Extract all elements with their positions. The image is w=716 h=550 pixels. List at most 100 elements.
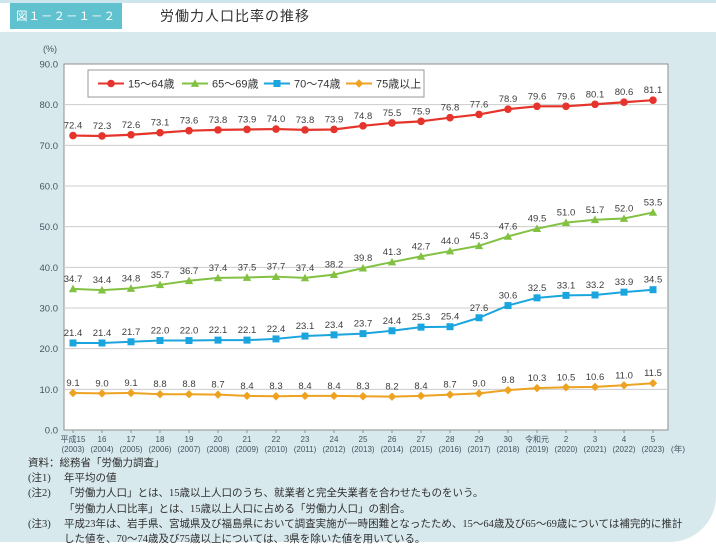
data-point-marker [648, 208, 658, 216]
data-point-label: 8.8 [182, 379, 195, 390]
data-point-marker [416, 252, 426, 260]
figure-number-badge: 図１－２－１－２ [10, 3, 122, 29]
y-axis-tick-label: 0.0 [45, 426, 58, 437]
data-point-label: 42.7 [412, 241, 431, 252]
data-point-marker [387, 257, 397, 266]
legend-item-label: 65～69歳 [212, 78, 258, 91]
x-axis-era-label: 26 [388, 435, 397, 444]
data-point-marker [533, 294, 541, 302]
note-label: (注2) [28, 488, 51, 500]
data-point-marker [474, 241, 484, 250]
x-axis-era-label: 20 [214, 435, 223, 444]
x-axis-era-label: 22 [272, 435, 281, 444]
data-point-marker [301, 332, 309, 340]
data-point-marker [126, 388, 136, 398]
y-axis-tick-label: 70.0 [40, 141, 59, 152]
data-point-label: 9.1 [124, 378, 137, 389]
data-point-marker [184, 390, 194, 399]
y-axis-tick-label: 50.0 [40, 222, 59, 233]
data-point-label: 34.5 [644, 275, 663, 286]
data-point-label: 10.5 [557, 372, 576, 383]
y-axis-unit-label: (%) [43, 44, 57, 54]
x-axis-year-label: (2022) [612, 445, 635, 454]
y-axis-tick-label: 60.0 [40, 182, 59, 193]
legend-item-label: 70～74歳 [294, 78, 340, 91]
x-axis-year-label: (2019) [525, 445, 548, 454]
line-chart: 0.0 10.0 20.0 30.0 40.0 50.0 60.0 70.0 80.0 90.0 (… [40, 44, 686, 454]
x-axis-era-label: 16 [98, 435, 107, 444]
data-point-marker [358, 392, 368, 401]
data-point-marker [214, 126, 222, 134]
data-point-label: 44.0 [441, 236, 460, 247]
data-point-marker [126, 284, 136, 292]
data-point-marker [417, 323, 425, 331]
y-axis-tick-label: 20.0 [40, 344, 59, 355]
data-point-marker [561, 218, 571, 226]
data-point-marker [590, 382, 600, 392]
data-point-label: 81.1 [644, 85, 663, 96]
x-axis-era-label: 5 [651, 435, 656, 444]
data-point-label: 33.9 [615, 277, 634, 288]
note-label: (注3) [28, 518, 51, 530]
chart-panel: 0.0 10.0 20.0 30.0 40.0 50.0 60.0 70.0 80.0 90.0 (… [0, 32, 716, 545]
data-point-label: 51.0 [557, 208, 576, 219]
data-point-marker [300, 273, 310, 282]
data-point-label: 8.7 [211, 380, 224, 391]
data-point-label: 22.0 [151, 326, 170, 337]
y-axis-tick-label: 40.0 [40, 263, 59, 274]
data-point-marker [69, 131, 77, 140]
data-point-marker [272, 125, 280, 133]
data-point-label: 37.5 [238, 263, 257, 274]
data-point-label: 80.1 [586, 89, 605, 100]
data-point-label: 21.7 [122, 327, 141, 338]
y-axis-tick-label: 90.0 [40, 60, 59, 71]
x-axis-era-label: 17 [127, 435, 136, 444]
x-axis-year-label: (2009) [235, 445, 258, 454]
y-axis-tick-label: 30.0 [40, 304, 59, 315]
data-point-label: 8.4 [414, 381, 427, 392]
data-point-marker [619, 214, 629, 222]
data-point-label: 79.6 [528, 91, 547, 102]
data-point-label: 10.3 [528, 373, 547, 384]
y-axis-tick-label: 10.0 [40, 385, 59, 396]
x-axis-year-label: (2020) [554, 445, 577, 454]
data-point-marker [354, 79, 364, 88]
note-text: 平成23年は、岩手県、宮城県及び福島県において調査実施が一時困難となったため、1… [64, 518, 683, 546]
legend-item-label: 75歳以上 [376, 78, 421, 91]
data-point-marker [301, 126, 309, 134]
data-point-label: 76.8 [441, 103, 460, 114]
data-point-label: 21.4 [64, 328, 83, 339]
data-point-label: 8.4 [327, 381, 340, 392]
data-point-marker [68, 388, 78, 398]
data-point-label: 24.4 [383, 316, 402, 327]
data-point-label: 74.0 [267, 114, 286, 125]
data-point-label: 11.5 [644, 368, 662, 379]
figure-header: 図１－２－１－２ 労働力人口比率の推移 [0, 3, 716, 32]
data-point-label: 78.9 [499, 94, 518, 105]
data-point-label: 53.5 [644, 197, 663, 208]
data-point-label: 27.6 [470, 303, 489, 314]
data-point-marker [272, 335, 280, 343]
data-point-marker [562, 291, 570, 299]
data-point-label: 79.6 [557, 91, 576, 102]
note-list: (注1) 年平均の値 (注2) 「労働力人口」とは、15歳以上人口のうち、就業者と完全… [28, 471, 692, 547]
data-point-label: 23.4 [325, 320, 344, 331]
data-point-marker [648, 379, 658, 388]
data-point-label: 73.8 [209, 115, 228, 126]
data-point-marker [388, 327, 396, 335]
x-axis-era-label: 平成15 [61, 434, 86, 444]
data-point-label: 75.5 [383, 108, 402, 119]
data-point-label: 33.2 [586, 280, 605, 291]
data-point-marker [242, 391, 252, 401]
data-point-marker [533, 102, 541, 111]
data-point-marker [620, 98, 628, 107]
data-point-marker [155, 390, 165, 399]
data-point-marker [156, 337, 164, 345]
data-point-label: 9.0 [472, 378, 485, 389]
data-point-marker [155, 280, 165, 289]
x-axis-era-label: 21 [243, 435, 252, 444]
data-point-marker [619, 381, 629, 390]
x-axis-year-label: (2023) [641, 445, 664, 454]
note-item: (注2) 「労働力人口」とは、15歳以上人口のうち、就業者と完全失業者を合わせたも… [28, 486, 692, 516]
x-axis-year-label: (2013) [351, 445, 374, 454]
